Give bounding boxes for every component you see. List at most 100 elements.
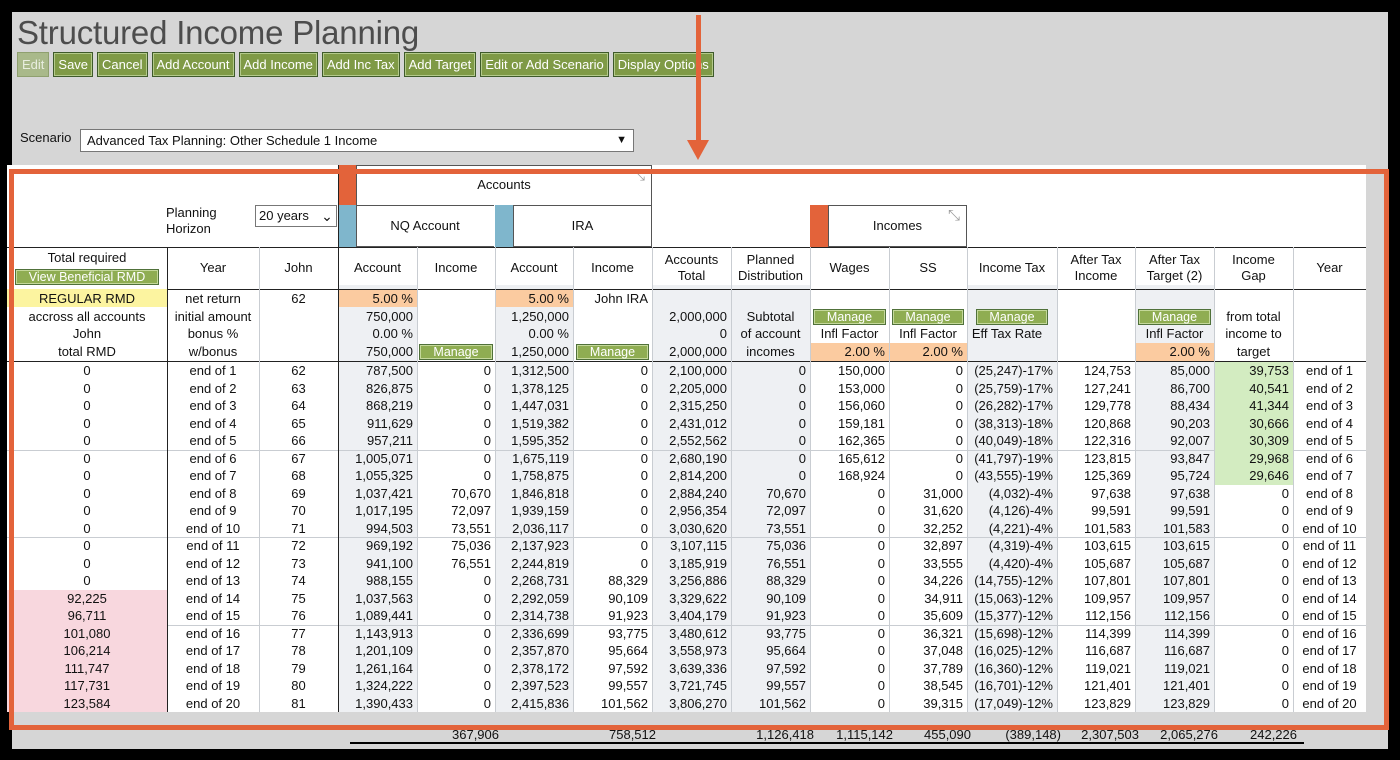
table-cell: 76,551 <box>766 555 806 571</box>
total-value: 2,065,276 <box>1160 727 1218 742</box>
planned-sub-label: incomes <box>746 344 795 360</box>
table-cell: 911,629 <box>366 415 413 431</box>
table-cell: end of 9 <box>1306 503 1353 518</box>
income-tax-manage-button[interactable]: Manage <box>976 308 1048 325</box>
column-shade <box>731 285 810 712</box>
target-infl-rate: 2.00 % <box>1169 344 1210 360</box>
table-cell: 32,897 <box>923 538 963 553</box>
column-header: After Tax <box>1070 252 1122 267</box>
table-cell: end of 12 <box>1302 555 1357 571</box>
table-cell: 0 <box>1281 590 1289 606</box>
table-cell: 2,814,200 <box>669 468 727 483</box>
planning-label-2: Horizon <box>166 221 211 236</box>
table-cell: (4,319)-4% <box>988 538 1053 553</box>
wages-infl-label: Infl Factor <box>820 326 879 342</box>
rmd-highlight-cell <box>7 694 167 712</box>
nq-account-label: NQ Account <box>390 218 460 233</box>
add-target-button[interactable]: Add Target <box>403 52 477 77</box>
ira-rate-cell <box>495 290 573 307</box>
table-cell: 92,007 <box>1170 433 1210 448</box>
table-cell: 0 <box>640 520 648 536</box>
table-cell: 0 <box>1281 520 1289 536</box>
table-cell: 1,675,119 <box>512 450 569 466</box>
pointer-arrow-shaft <box>696 15 701 143</box>
edit-or-add-scenario-button[interactable]: Edit or Add Scenario <box>480 52 609 77</box>
column-shade <box>652 285 731 712</box>
table-cell: 70,670 <box>451 485 491 501</box>
table-cell: 0 <box>798 363 806 378</box>
year-sub-label: initial amount <box>174 308 252 324</box>
rmd-highlight-cell <box>7 589 167 607</box>
add-inc-tax-button[interactable]: Add Inc Tax <box>321 52 400 77</box>
nq-account-sub: 750,000 <box>366 308 413 324</box>
table-cell: 69 <box>291 485 306 501</box>
scenario-select[interactable]: Advanced Tax Planning: Other Schedule 1 … <box>80 129 634 152</box>
add-income-button[interactable]: Add Income <box>238 52 318 77</box>
table-cell: 33,555 <box>923 555 963 571</box>
add-account-button[interactable]: Add Account <box>151 52 235 77</box>
col-rule <box>967 247 968 712</box>
target-manage-button[interactable]: Manage <box>1138 308 1211 325</box>
table-cell: 1,390,433 <box>355 695 413 711</box>
cancel-button[interactable]: Cancel <box>97 52 148 77</box>
wages-infl-rate: 2.00 % <box>844 344 885 360</box>
table-cell: end of 14 <box>1302 590 1357 606</box>
table-cell: 0 <box>1281 503 1289 518</box>
table-cell: 0 <box>83 503 91 518</box>
table-cell: 119,021 <box>1163 660 1210 676</box>
table-cell: 1,261,164 <box>355 660 413 676</box>
table-cell: 97,638 <box>1091 485 1131 501</box>
table-cell: 31,620 <box>923 503 963 518</box>
table-cell: 90,203 <box>1170 415 1210 431</box>
table-cell: (43,555)-19% <box>974 468 1053 483</box>
table-cell: (16,701)-12% <box>974 678 1053 693</box>
table-cell: 868,219 <box>366 398 413 413</box>
table-cell: end of 3 <box>189 398 237 413</box>
ira-income-manage-button[interactable]: Manage <box>576 344 649 361</box>
table-cell: 0 <box>83 468 91 483</box>
table-cell: 0 <box>798 380 806 396</box>
column-header: Account <box>510 260 558 275</box>
rmd-sub-label: accross all accounts <box>28 308 146 324</box>
table-cell: 119,021 <box>1084 660 1131 676</box>
ira-income-name: John IRA <box>594 291 648 306</box>
table-cell: 0 <box>483 468 491 483</box>
table-cell: 116,687 <box>1163 643 1210 658</box>
nq-box <box>356 205 494 247</box>
column-header: Income <box>1074 268 1118 283</box>
table-cell: 1,324,222 <box>355 678 413 693</box>
table-cell: (41,797)-19% <box>974 450 1053 466</box>
table-cell: 117,731 <box>63 678 111 693</box>
planning-horizon-select[interactable] <box>255 205 337 227</box>
view-beneficial-rmd-button[interactable]: View Beneficial RMD <box>15 269 159 285</box>
table-cell: (4,221)-4% <box>988 520 1053 536</box>
row-group-rule <box>7 449 1366 451</box>
rmd-sub-label: REGULAR RMD <box>38 291 136 306</box>
table-cell: 0 <box>798 433 806 448</box>
table-cell: (26,282)-17% <box>974 398 1053 413</box>
column-header: After Tax <box>1148 252 1201 267</box>
table-cell: 0 <box>640 363 648 378</box>
eff-tax-rate-label: Eff Tax Rate <box>971 326 1043 342</box>
ss-manage-button[interactable]: Manage <box>892 308 964 325</box>
nq-income-manage-button[interactable]: Manage <box>419 344 493 361</box>
ss-infl-label: Infl Factor <box>899 326 957 342</box>
table-cell: 103,615 <box>1163 538 1210 553</box>
wages-manage-button[interactable]: Manage <box>813 308 886 325</box>
table-cell: 75,036 <box>766 538 806 553</box>
table-cell: 0 <box>1281 555 1289 571</box>
income-gap-sub-label: income to <box>1225 326 1282 342</box>
save-button[interactable]: Save <box>53 52 94 77</box>
table-cell: 80 <box>291 678 306 693</box>
table-cell: 64 <box>291 398 306 413</box>
table-cell: end of 7 <box>189 468 237 483</box>
table-cell: 62 <box>291 363 306 378</box>
table-cell: 0 <box>955 433 963 448</box>
table-cell: 95,664 <box>608 643 648 658</box>
table-cell: 1,005,071 <box>355 450 413 466</box>
table-cell: end of 5 <box>189 433 237 448</box>
table-cell: 34,226 <box>923 573 963 588</box>
table-cell: 116,687 <box>1084 643 1131 658</box>
edit-button[interactable]: Edit <box>17 52 50 77</box>
column-header: Total <box>677 268 706 283</box>
